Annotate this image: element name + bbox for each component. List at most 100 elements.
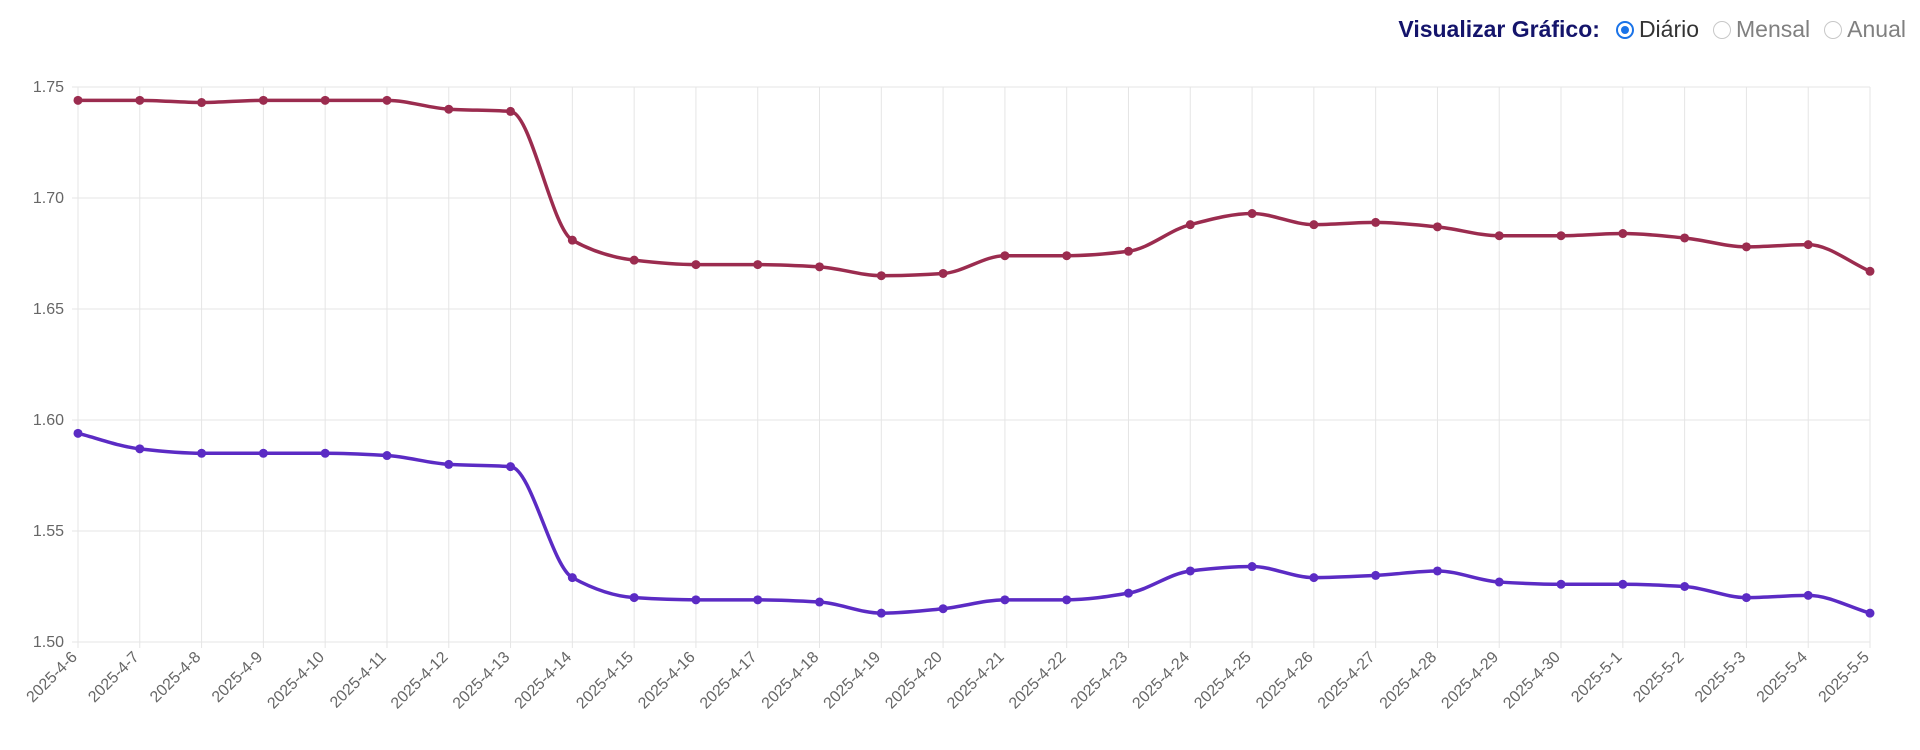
data-point[interactable] xyxy=(691,260,701,270)
data-point[interactable] xyxy=(320,448,330,458)
x-tick-label: 2025-4-9 xyxy=(209,649,266,706)
x-tick-label: 2025-4-24 xyxy=(1129,649,1193,713)
radio-monthly-circle[interactable] xyxy=(1713,20,1732,39)
data-point[interactable] xyxy=(938,604,948,614)
data-point[interactable] xyxy=(1309,220,1319,230)
x-tick-label: 2025-4-12 xyxy=(388,649,452,713)
radio-yearly-circle[interactable] xyxy=(1824,20,1843,39)
x-tick-label: 2025-5-3 xyxy=(1692,649,1749,706)
data-point[interactable] xyxy=(1247,562,1257,572)
series-line-2 xyxy=(77,431,1871,615)
x-tick-label: 2025-4-22 xyxy=(1006,649,1070,713)
data-point[interactable] xyxy=(1062,595,1072,605)
data-point[interactable] xyxy=(1865,608,1875,618)
data-point[interactable] xyxy=(197,98,207,108)
x-tick-label: 2025-4-10 xyxy=(264,649,328,713)
data-point[interactable] xyxy=(1123,588,1133,598)
data-point[interactable] xyxy=(444,459,454,469)
data-point[interactable] xyxy=(1556,231,1566,241)
data-point[interactable] xyxy=(1741,593,1751,603)
data-point[interactable] xyxy=(815,597,825,607)
radio-daily-circle[interactable] xyxy=(1615,20,1634,39)
data-point[interactable] xyxy=(1803,590,1813,600)
data-point[interactable] xyxy=(1865,266,1875,276)
radio-monthly[interactable]: Mensal xyxy=(1713,16,1810,43)
data-point[interactable] xyxy=(506,106,516,116)
data-point[interactable] xyxy=(1432,222,1442,232)
data-point[interactable] xyxy=(629,593,639,603)
x-tick-label: 2025-4-29 xyxy=(1438,649,1502,713)
data-point[interactable] xyxy=(876,271,886,281)
radio-yearly[interactable]: Anual xyxy=(1824,16,1906,43)
data-point[interactable] xyxy=(320,95,330,105)
data-point[interactable] xyxy=(258,448,268,458)
data-point[interactable] xyxy=(1680,233,1690,243)
x-tick-label: 2025-5-5 xyxy=(1816,649,1873,706)
x-tick-label: 2025-4-6 xyxy=(24,649,81,706)
x-tick-label: 2025-4-15 xyxy=(573,649,637,713)
y-axis-ticks: 1.75 1.70 1.65 1.60 1.55 1.50 xyxy=(33,79,64,651)
radio-monthly-label: Mensal xyxy=(1736,16,1811,42)
x-tick-label: 2025-4-7 xyxy=(85,649,142,706)
data-point[interactable] xyxy=(382,95,392,105)
data-point[interactable] xyxy=(258,95,268,105)
data-point[interactable] xyxy=(753,260,763,270)
y-tick-label: 1.55 xyxy=(33,523,64,540)
data-point[interactable] xyxy=(1618,579,1628,589)
data-point[interactable] xyxy=(506,462,516,472)
x-tick-label: 2025-4-13 xyxy=(450,649,514,713)
data-point[interactable] xyxy=(1000,251,1010,261)
x-tick-label: 2025-4-18 xyxy=(759,649,823,713)
y-tick-label: 1.50 xyxy=(33,634,64,651)
radio-yearly-label: Anual xyxy=(1847,16,1906,42)
x-tick-label: 2025-4-25 xyxy=(1191,649,1255,713)
data-point[interactable] xyxy=(444,104,454,114)
x-tick-label: 2025-4-20 xyxy=(882,649,946,713)
data-point[interactable] xyxy=(753,595,763,605)
x-tick-label: 2025-4-11 xyxy=(327,649,390,712)
x-tick-label: 2025-4-27 xyxy=(1315,649,1379,713)
data-point[interactable] xyxy=(1371,217,1381,227)
x-axis-ticks: 2025-4-6 2025-4-7 2025-4-8 2025-4-92025-4-1… xyxy=(24,649,1873,713)
data-point[interactable] xyxy=(1618,229,1628,239)
data-point[interactable] xyxy=(815,262,825,272)
data-point[interactable] xyxy=(1494,231,1504,241)
data-point[interactable] xyxy=(1494,577,1504,587)
data-point[interactable] xyxy=(1185,220,1195,230)
data-point[interactable] xyxy=(73,428,83,438)
chart-view-selector: Visualizar Gráfico: Diário Mensal Anual xyxy=(1398,16,1906,43)
data-point[interactable] xyxy=(1680,582,1690,591)
data-point[interactable] xyxy=(1803,240,1813,250)
data-point[interactable] xyxy=(1000,595,1010,605)
data-point[interactable] xyxy=(629,255,639,265)
data-point[interactable] xyxy=(1123,246,1133,256)
data-point[interactable] xyxy=(876,608,886,618)
data-point[interactable] xyxy=(1432,566,1442,576)
data-point[interactable] xyxy=(73,95,83,105)
x-tick-label: 2025-4-28 xyxy=(1377,649,1441,713)
x-tick-label: 2025-5-2 xyxy=(1630,649,1687,706)
data-point[interactable] xyxy=(1371,570,1381,580)
y-tick-label: 1.75 xyxy=(33,79,64,96)
data-point[interactable] xyxy=(1247,209,1257,219)
data-point[interactable] xyxy=(197,448,207,458)
radio-daily[interactable]: Diário xyxy=(1615,16,1700,43)
data-point[interactable] xyxy=(567,235,577,245)
radio-daily-label: Diário xyxy=(1638,16,1700,42)
x-tick-label: 2025-4-23 xyxy=(1068,649,1132,713)
data-point[interactable] xyxy=(135,444,145,454)
x-tick-label: 2025-4-17 xyxy=(697,649,761,713)
data-point[interactable] xyxy=(382,451,392,461)
data-point[interactable] xyxy=(1741,242,1751,252)
data-point[interactable] xyxy=(1185,566,1195,576)
data-point[interactable] xyxy=(567,573,577,583)
y-tick-label: 1.60 xyxy=(33,412,64,429)
data-point[interactable] xyxy=(691,595,701,605)
data-point[interactable] xyxy=(1556,579,1566,589)
y-tick-label: 1.65 xyxy=(33,301,64,318)
data-point[interactable] xyxy=(1062,251,1072,261)
data-point[interactable] xyxy=(135,95,145,105)
data-point[interactable] xyxy=(1309,573,1319,583)
data-point[interactable] xyxy=(938,268,948,278)
